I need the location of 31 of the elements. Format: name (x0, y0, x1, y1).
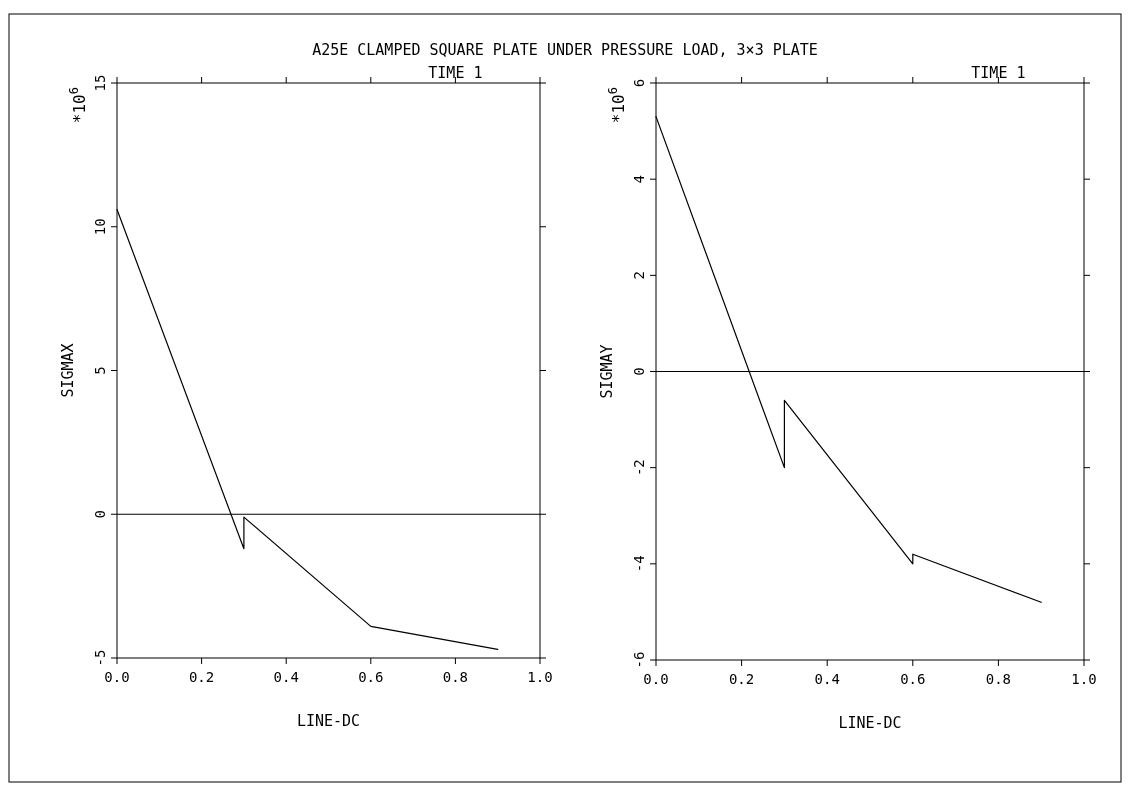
y-tick-label: 6 (631, 78, 647, 88)
y-tick-label: 0 (92, 510, 108, 519)
y-axis-title: SIGMAX (59, 343, 77, 398)
y-tick-label: 2 (631, 271, 647, 280)
x-tick-label: 0.0 (643, 671, 669, 687)
x-tick-label: 0.6 (358, 669, 384, 685)
x-tick-label: 0.8 (442, 669, 469, 685)
y-tick-label: 10 (92, 218, 108, 236)
x-axis-title: LINE-DC (296, 712, 361, 730)
y-tick-label: 15 (92, 74, 108, 92)
x-tick-label: 0.6 (900, 671, 926, 687)
y-tick-label: 5 (92, 366, 108, 375)
y-tick-label: -6 (631, 651, 647, 669)
y-tick-label: -2 (631, 459, 647, 477)
y-tick-label: 4 (631, 174, 647, 184)
y-tick-label: -5 (92, 649, 108, 667)
text: TIME 1 (428, 64, 483, 82)
chart-title: A25E CLAMPED SQUARE PLATE UNDER PRESSURE LOAD, 3×3 PLATE (312, 41, 818, 59)
x-axis-title: LINE-DC (838, 714, 902, 732)
x-tick-label: 1.0 (1071, 671, 1097, 687)
x-tick-label: 0.2 (188, 669, 215, 685)
x-tick-label: 0.4 (273, 669, 299, 685)
x-tick-label: 0.4 (814, 671, 840, 687)
x-tick-label: 0.0 (104, 669, 130, 685)
y-tick-label: -4 (631, 555, 647, 573)
x-tick-label: 0.2 (728, 671, 755, 687)
y-axis-title: SIGMAY (598, 344, 616, 399)
y-tick-label: 0 (631, 367, 647, 376)
x-tick-label: 1.0 (527, 669, 553, 685)
text: TIME 1 (971, 64, 1026, 82)
x-tick-label: 0.8 (985, 671, 1012, 687)
